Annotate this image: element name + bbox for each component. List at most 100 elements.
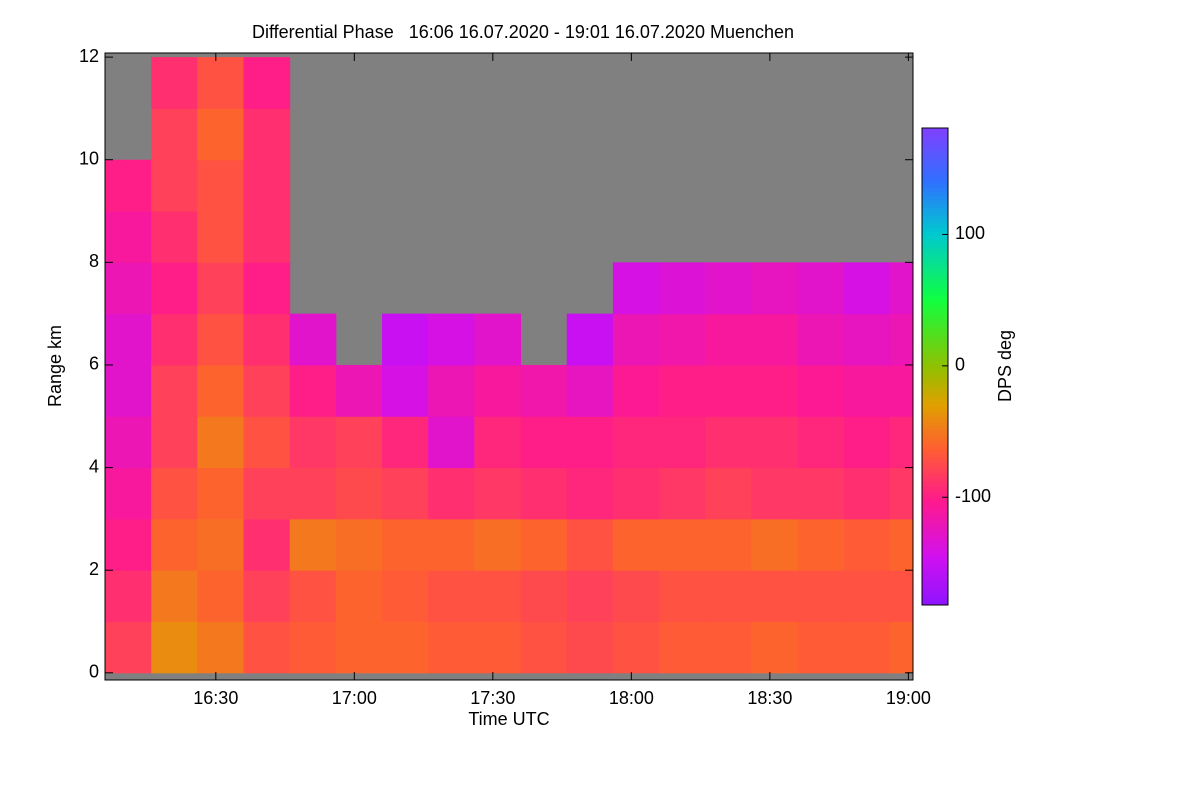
heatmap-cell: [612, 518, 660, 571]
colorbar-swatch: [922, 469, 948, 475]
heatmap-cell: [243, 108, 291, 161]
colorbar-swatch: [922, 259, 948, 264]
colorbar-swatch: [922, 557, 948, 562]
heatmap-cell: [659, 364, 706, 417]
heatmap-cell: [105, 570, 152, 623]
heatmap-cell: [105, 416, 152, 469]
x-tick-label: 17:30: [470, 688, 515, 708]
heatmap-cell: [243, 570, 291, 623]
x-tick-label: 19:00: [886, 688, 931, 708]
colorbar-swatch: [922, 362, 948, 367]
heatmap-cell: [428, 313, 475, 366]
colorbar-swatch: [922, 577, 948, 582]
heatmap-cell: [151, 621, 198, 674]
heatmap-cell: [612, 416, 660, 469]
heatmap-cell: [474, 621, 522, 674]
heatmap-cell: [105, 364, 152, 417]
heatmap-cell: [705, 621, 752, 674]
heatmap-cell: [797, 416, 845, 469]
colorbar-swatch: [922, 545, 948, 550]
heatmap-cell: [289, 416, 337, 469]
colorbar-swatch: [922, 370, 948, 375]
colorbar-swatch: [922, 390, 948, 395]
colorbar-swatch: [922, 438, 948, 443]
heatmap-cell: [520, 621, 568, 674]
colorbar-swatch: [922, 239, 948, 244]
colorbar-swatch: [922, 509, 948, 515]
colorbar-swatch: [922, 175, 948, 181]
colorbar-tick-label: -100: [955, 486, 991, 506]
colorbar: [922, 128, 948, 606]
heatmap-cell: [566, 313, 614, 366]
heatmap-cell: [843, 518, 891, 571]
heatmap-cell: [151, 416, 198, 469]
heatmap-cell: [889, 313, 913, 366]
heatmap-cell: [659, 416, 706, 469]
heatmap-cell: [797, 621, 845, 674]
colorbar-swatch: [922, 263, 948, 268]
heatmap-cell: [705, 416, 752, 469]
colorbar-swatch: [922, 199, 948, 205]
heatmap-cell: [428, 518, 475, 571]
heatmap-cell: [197, 313, 245, 366]
heatmap-cell: [843, 570, 891, 623]
colorbar-swatch: [922, 247, 948, 252]
heatmap-cell: [151, 211, 198, 263]
heatmap-cell: [797, 467, 845, 520]
colorbar-swatch: [922, 477, 948, 483]
heatmap-cell: [843, 416, 891, 469]
heatmap-cell: [105, 211, 152, 263]
colorbar-swatch: [922, 279, 948, 284]
colorbar-swatch: [922, 155, 948, 161]
colorbar-swatch: [922, 302, 948, 308]
colorbar-swatch: [922, 179, 948, 185]
heatmap-cell: [197, 364, 245, 417]
heatmap-cell: [520, 570, 568, 623]
heatmap-cell: [889, 416, 913, 469]
heatmap-cell: [197, 570, 245, 623]
colorbar-swatch: [922, 589, 948, 594]
heatmap-cell: [105, 518, 152, 571]
colorbar-swatch: [922, 326, 948, 332]
colorbar-swatch: [922, 298, 948, 304]
colorbar-swatch: [922, 553, 948, 558]
colorbar-swatch: [922, 334, 948, 340]
colorbar-swatch: [922, 398, 948, 403]
heatmap-cell: [289, 621, 337, 674]
heatmap-cell: [705, 570, 752, 623]
colorbar-swatch: [922, 151, 948, 157]
heatmap-cell: [289, 570, 337, 623]
heatmap-cell: [659, 313, 706, 366]
heatmap-cell: [243, 57, 291, 109]
colorbar-swatch: [922, 386, 948, 391]
colorbar-swatch: [922, 374, 948, 379]
colorbar-swatch: [922, 517, 948, 523]
heatmap-cell: [612, 621, 660, 674]
colorbar-swatch: [922, 159, 948, 165]
colorbar-swatch: [922, 354, 948, 360]
heatmap-cell: [659, 518, 706, 571]
colorbar-swatch: [922, 597, 948, 602]
colorbar-swatch: [922, 485, 948, 491]
heatmap-cell: [659, 570, 706, 623]
heatmap-cell: [197, 108, 245, 161]
colorbar-swatch: [922, 513, 948, 519]
heatmap-cell: [105, 467, 152, 520]
x-axis-label: Time UTC: [468, 709, 549, 729]
heatmap-cell: [751, 416, 799, 469]
colorbar-swatch: [922, 521, 948, 526]
heatmap-cell: [335, 518, 383, 571]
colorbar-swatch: [922, 430, 948, 435]
y-tick-label: 10: [79, 148, 99, 168]
colorbar-swatch: [922, 342, 948, 348]
heatmap-cell: [751, 313, 799, 366]
colorbar-swatch: [922, 235, 948, 240]
colorbar-swatch: [922, 346, 948, 352]
colorbar-swatch: [922, 541, 948, 546]
heatmap-cell: [843, 467, 891, 520]
heatmap-cell: [705, 262, 752, 315]
x-tick-label: 16:30: [193, 688, 238, 708]
heatmap-cell: [243, 262, 291, 315]
heatmap-cell: [520, 518, 568, 571]
